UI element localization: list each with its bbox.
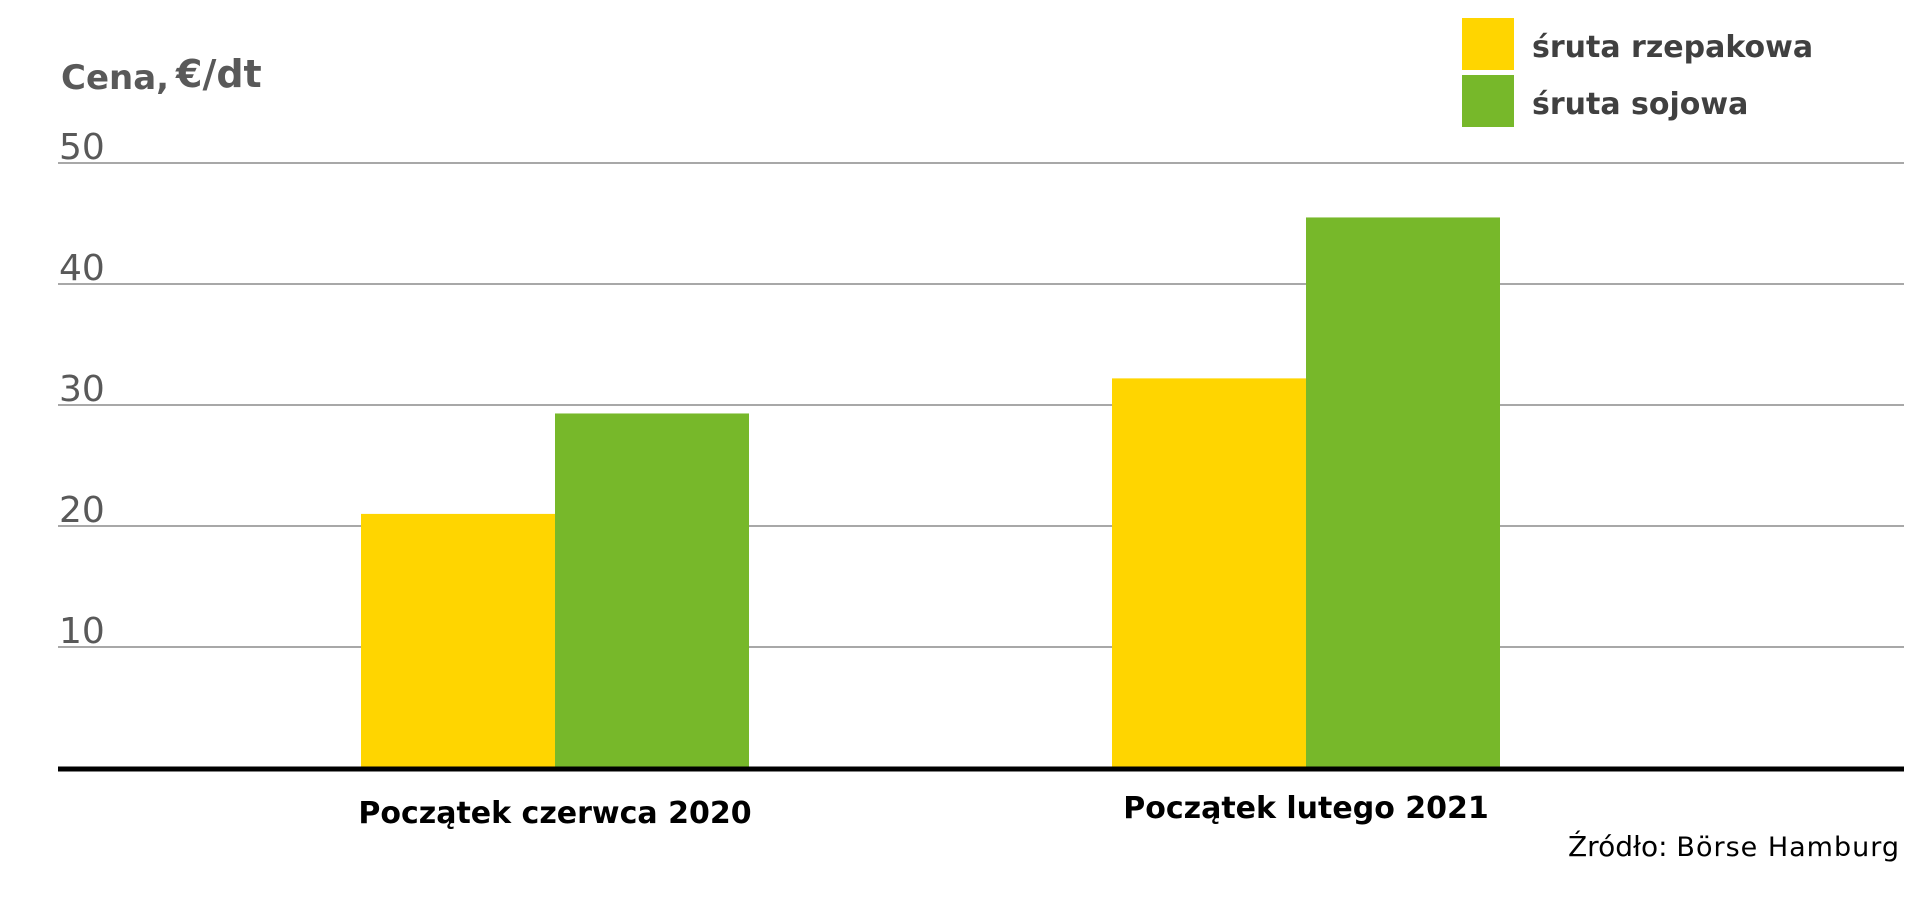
source-value: Börse Hamburg xyxy=(1676,832,1900,863)
source-label: Źródło: xyxy=(1568,830,1668,863)
legend-label-rapeseed-meal: śruta rzepakowa xyxy=(1532,30,1814,65)
y-axis-label: Cena, xyxy=(61,58,170,98)
legend-swatch-soybean-meal xyxy=(1462,75,1514,127)
bar-rapeseed-1 xyxy=(361,513,555,768)
legend-swatch-rapeseed-meal xyxy=(1462,18,1514,70)
y-tick-label-50: 50 xyxy=(59,127,105,168)
bar-soybean-2 xyxy=(1306,217,1500,768)
y-axis-unit: €/dt xyxy=(176,52,262,96)
bar-soybean-1 xyxy=(555,413,749,768)
x-tick-label-2: Początek lutego 2021 xyxy=(1123,791,1489,826)
source-note: Źródło: Börse Hamburg xyxy=(1568,830,1900,863)
bar-rapeseed-2 xyxy=(1112,378,1306,768)
legend-label-soybean-meal: śruta sojowa xyxy=(1532,87,1749,122)
y-tick-label-10: 10 xyxy=(59,611,105,652)
y-tick-label-30: 30 xyxy=(59,369,105,410)
y-tick-label-20: 20 xyxy=(59,490,105,531)
y-tick-label-40: 40 xyxy=(59,248,105,289)
x-tick-label-1: Początek czerwca 2020 xyxy=(358,796,751,831)
